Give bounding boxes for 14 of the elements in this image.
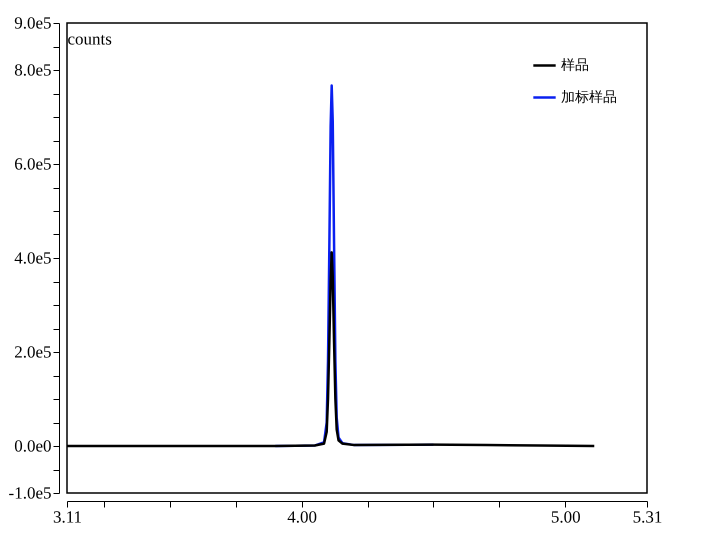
- legend-label: 加标样品: [561, 90, 617, 106]
- x-tick-label: 3.11: [52, 508, 82, 526]
- y-axis-title: counts: [68, 30, 112, 48]
- y-tick-label: 0.0e0: [14, 436, 52, 456]
- y-tick-label: 4.0e5: [14, 248, 52, 268]
- y-tick-label: 6.0e5: [14, 154, 52, 174]
- y-tick-label: 9.0e5: [14, 14, 52, 32]
- x-tick-label: 5.31: [632, 508, 662, 526]
- y-tick-label: 2.0e5: [14, 342, 52, 362]
- x-tick-label: 4.00: [287, 508, 318, 526]
- x-tick-label: 5.00: [550, 508, 581, 526]
- y-tick-label: -1.0e5: [8, 484, 52, 502]
- legend-label: 样品: [561, 58, 589, 74]
- y-tick-label: 8.0e5: [14, 60, 52, 80]
